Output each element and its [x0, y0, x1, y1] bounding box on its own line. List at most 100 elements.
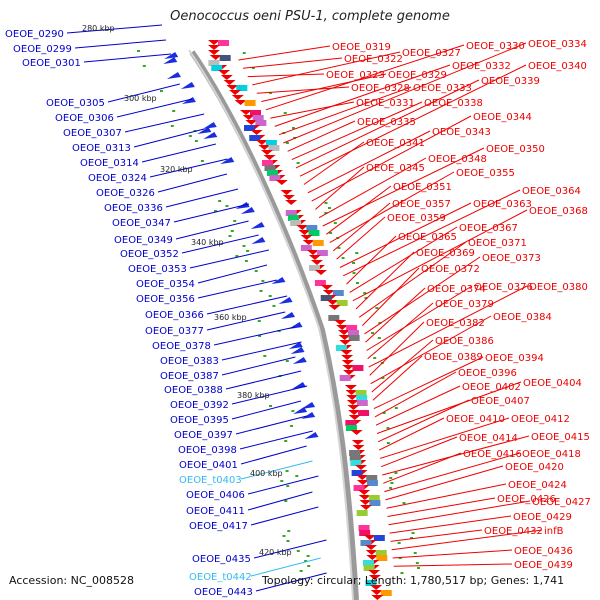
left-gene-label[interactable]: OEOE_0299	[13, 44, 72, 55]
left-gene-label[interactable]: OEOE_0305	[46, 98, 105, 109]
left-gene-label[interactable]: OEOE_0383	[160, 356, 219, 367]
right-gene-label[interactable]: OEOE_0384	[493, 312, 552, 323]
right-gene-label[interactable]: OEOE_0407	[471, 396, 530, 407]
right-gene-label[interactable]: OEOE_0415	[531, 432, 590, 443]
right-gene-label[interactable]: OEOE_0436	[514, 546, 573, 557]
right-gene-label[interactable]: OEOE_0340	[528, 61, 587, 72]
right-gene-label[interactable]: OEOE_0367	[459, 223, 518, 234]
right-gene-label[interactable]: OEOE_0374	[427, 284, 486, 295]
right-gene-label[interactable]: OEOE_0345	[366, 163, 425, 174]
right-gene-label[interactable]: OEOE_0420	[505, 462, 564, 473]
right-gene-label[interactable]: OEOE_0380	[529, 282, 588, 293]
right-gene-label[interactable]: OEOE_0333	[413, 83, 472, 94]
left-gene-label[interactable]: OEOE_0354	[136, 279, 195, 290]
right-gene-label[interactable]: OEOE_0402	[462, 382, 521, 393]
right-gene-label[interactable]: OEOE_0359	[387, 213, 446, 224]
right-gene-label[interactable]: OEOE_0343	[432, 127, 491, 138]
right-gene-label[interactable]: infB	[544, 526, 564, 537]
right-gene-label[interactable]: OEOE_0404	[523, 378, 582, 389]
right-gene-label[interactable]: OEOE_0410	[446, 414, 505, 425]
left-gene-label[interactable]: OEOE_0307	[63, 128, 122, 139]
reverse-gene-arrow	[281, 312, 296, 319]
left-gene-label[interactable]: OEOE_0301	[22, 58, 81, 69]
left-gene-label[interactable]: OEOE_0392	[170, 400, 229, 411]
right-gene-label[interactable]: OEOE_0418	[522, 449, 581, 460]
left-gene-label[interactable]: OEOE_0417	[189, 521, 248, 532]
right-gene-label[interactable]: OEOE_0394	[485, 353, 544, 364]
left-gene-label[interactable]: OEOE_0411	[186, 506, 245, 517]
right-gene-label[interactable]: OEOE_0432	[484, 526, 543, 537]
right-gene-label[interactable]: OEOE_0363	[473, 199, 532, 210]
right-gene-label[interactable]: OEOE_0331	[356, 98, 415, 109]
right-gene-label[interactable]: OEOE_0351	[393, 182, 452, 193]
left-gene-label[interactable]: OEOE_0406	[186, 490, 245, 501]
right-gene-label[interactable]: OEOE_0323	[326, 70, 385, 81]
right-gene-label[interactable]: OEOE_0332	[452, 61, 511, 72]
left-gene-label[interactable]: OEOE_0349	[114, 235, 173, 246]
left-gene-label[interactable]: OEOE_0378	[152, 341, 211, 352]
left-gene-label[interactable]: OEOE_0326	[96, 188, 155, 199]
left-gene-label[interactable]: OEOE_0395	[170, 415, 229, 426]
right-gene-label[interactable]: OEOE_0414	[459, 433, 518, 444]
right-gene-label[interactable]: OEOE_0322	[344, 54, 403, 65]
right-gene-label[interactable]: OEOE_0416	[463, 449, 522, 460]
right-gene-label[interactable]: OEOE_0426	[497, 494, 556, 505]
right-gene-label[interactable]: OEOE_0348	[428, 154, 487, 165]
gc-mark	[142, 65, 146, 67]
right-gene-label[interactable]: OEOE_0382	[426, 318, 485, 329]
right-gene-label[interactable]: OEOE_0364	[522, 186, 581, 197]
right-gene-label[interactable]: OEOE_0329	[388, 70, 447, 81]
left-gene-label[interactable]: OEOE_0336	[104, 203, 163, 214]
left-gene-label[interactable]: OEOE_0388	[164, 385, 223, 396]
right-gene-label[interactable]: OEOE_0371	[468, 238, 527, 249]
right-gene-label[interactable]: OEOE_0357	[392, 199, 451, 210]
right-gene-label[interactable]: OEOE_0350	[486, 144, 545, 155]
right-gene-label[interactable]: OEOE_0338	[424, 98, 483, 109]
right-gene-label[interactable]: OEOE_0328	[351, 83, 410, 94]
right-gene-label[interactable]: OEOE_0372	[421, 264, 480, 275]
right-gene-label[interactable]: OEOE_0376	[474, 282, 533, 293]
right-gene-label[interactable]: OEOE_0439	[514, 560, 573, 571]
left-gene-label[interactable]: OEOE_0398	[178, 445, 237, 456]
right-gene-label[interactable]: OEOE_0379	[435, 299, 494, 310]
left-gene-label[interactable]: OEOE_0387	[160, 371, 219, 382]
left-gene-label[interactable]: OEOE_0397	[174, 430, 233, 441]
left-gene-label[interactable]: OEOE_t0403	[179, 475, 242, 486]
left-gene-label[interactable]: OEOE_0435	[192, 554, 251, 565]
right-gene-label[interactable]: OEOE_0412	[511, 414, 570, 425]
right-gene-label[interactable]: OEOE_0344	[473, 112, 532, 123]
left-gene-label[interactable]: OEOE_0290	[5, 29, 64, 40]
right-gene-label[interactable]: OEOE_0424	[508, 480, 567, 491]
left-gene-label[interactable]: OEOE_0366	[145, 310, 204, 321]
right-gene-label[interactable]: OEOE_0427	[532, 497, 591, 508]
left-gene-label[interactable]: OEOE_0324	[88, 173, 147, 184]
left-gene-label[interactable]: OEOE_0353	[128, 264, 187, 275]
left-gene-label[interactable]: OEOE_0443	[194, 587, 253, 598]
left-gene-label[interactable]: OEOE_0313	[72, 143, 131, 154]
right-gene-label[interactable]: OEOE_0335	[357, 117, 416, 128]
right-gene-label[interactable]: OEOE_0327	[402, 48, 461, 59]
right-gene-label[interactable]: OEOE_0389	[424, 352, 483, 363]
right-gene-label[interactable]: OEOE_0429	[513, 512, 572, 523]
right-gene-label[interactable]: OEOE_0396	[458, 368, 517, 379]
right-gene-label[interactable]: OEOE_0368	[529, 206, 588, 217]
right-gene-label[interactable]: OEOE_0386	[435, 336, 494, 347]
left-gene-label[interactable]: OEOE_0352	[120, 249, 179, 260]
right-gene-label[interactable]: OEOE_0339	[481, 76, 540, 87]
right-gene-label[interactable]: OEOE_0341	[366, 138, 425, 149]
right-gene-label[interactable]: OEOE_0365	[398, 232, 457, 243]
left-gene-label[interactable]: OEOE_0377	[145, 326, 204, 337]
right-gene-label[interactable]: OEOE_0369	[416, 248, 475, 259]
left-gene-label[interactable]: OEOE_0306	[55, 113, 114, 124]
left-gene-label[interactable]: OEOE_0401	[179, 460, 238, 471]
left-gene-label[interactable]: OEOE_t0442	[189, 572, 252, 583]
left-gene-label[interactable]: OEOE_0356	[136, 294, 195, 305]
right-gene-label[interactable]: OEOE_0319	[332, 42, 391, 53]
left-gene-label[interactable]: OEOE_0347	[112, 218, 171, 229]
right-gene-label[interactable]: OEOE_0330	[466, 41, 525, 52]
left-gene-label[interactable]: OEOE_0314	[80, 158, 139, 169]
forward-gene-arrow	[242, 115, 255, 120]
right-gene-label[interactable]: OEOE_0334	[528, 39, 587, 50]
right-gene-label[interactable]: OEOE_0355	[456, 168, 515, 179]
right-gene-label[interactable]: OEOE_0373	[482, 253, 541, 264]
